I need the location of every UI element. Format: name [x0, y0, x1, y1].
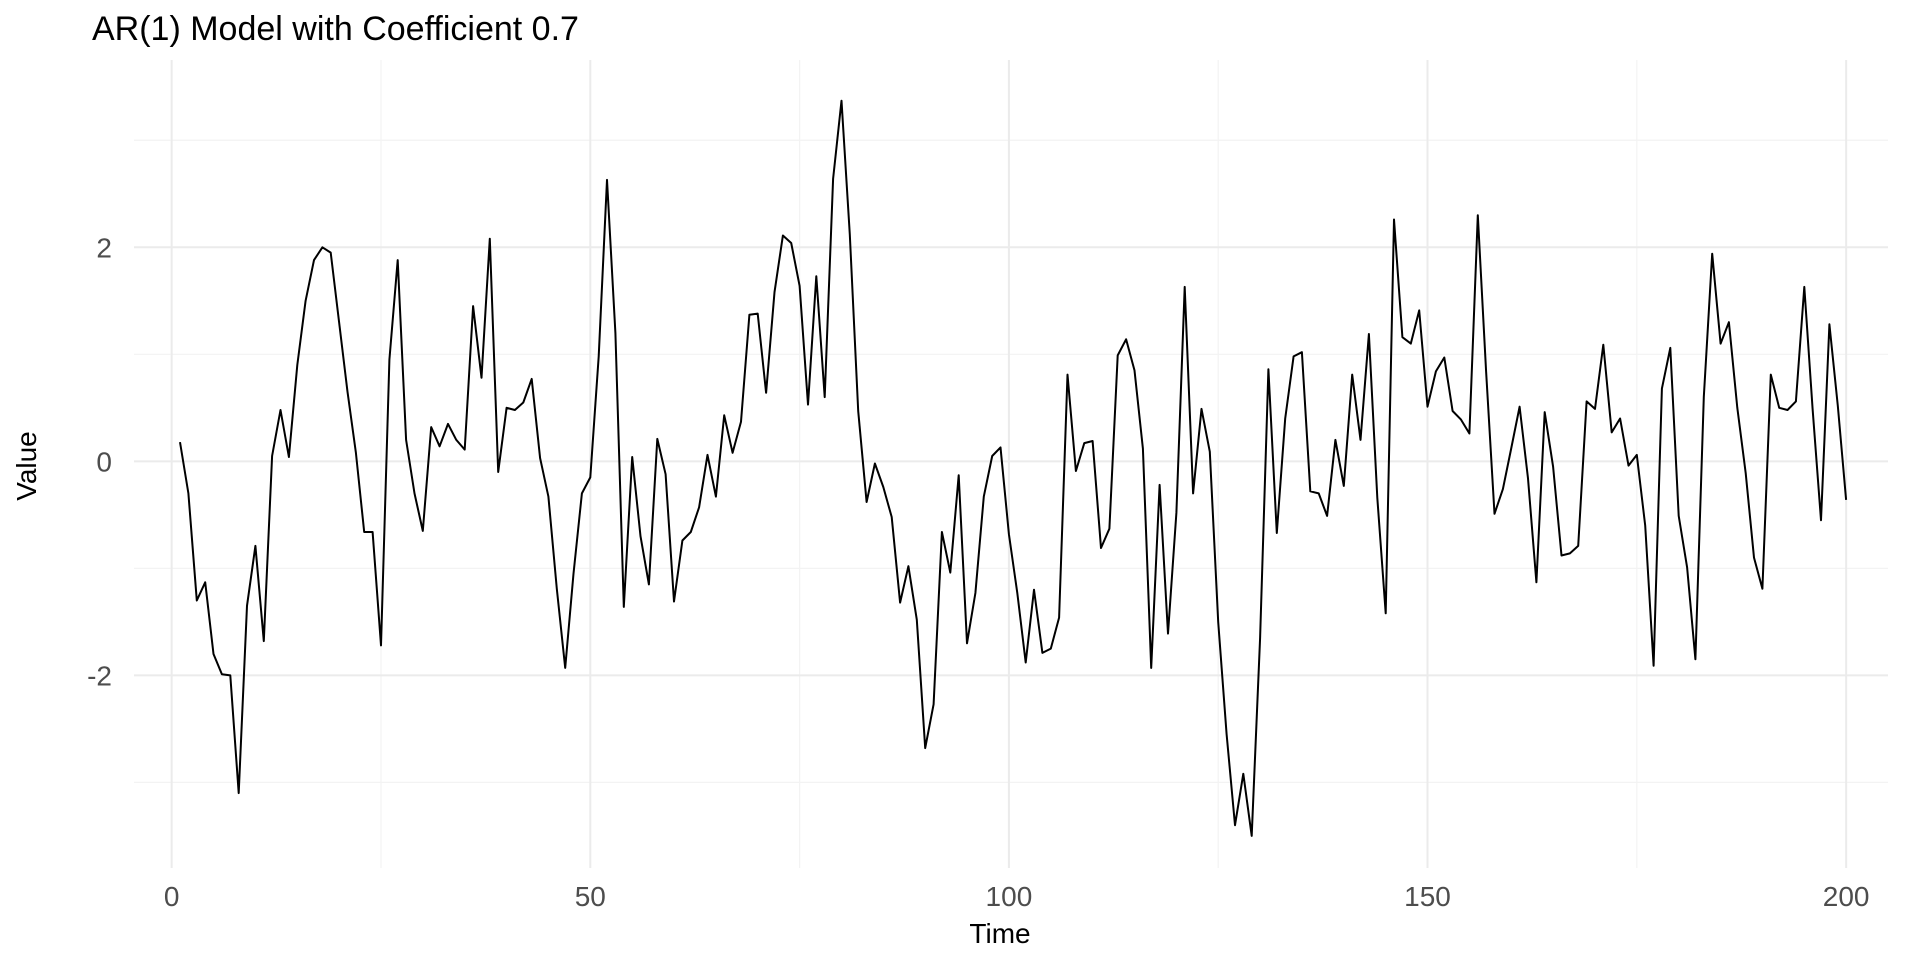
grid-lines — [134, 60, 1888, 868]
x-tick-label: 100 — [986, 881, 1033, 912]
series-layer — [179, 99, 1848, 837]
x-tick-label: 200 — [1823, 881, 1870, 912]
y-tick-label: 2 — [96, 232, 112, 263]
series-line — [179, 99, 1848, 837]
x-axis-label: Time — [969, 918, 1030, 949]
tick-labels: 0 50 100 150 200 -2 0 2 — [87, 232, 1869, 912]
y-tick-label: 0 — [96, 446, 112, 477]
y-tick-label: -2 — [87, 660, 112, 691]
x-tick-label: 50 — [575, 881, 606, 912]
x-tick-label: 0 — [164, 881, 180, 912]
x-tick-label: 150 — [1404, 881, 1451, 912]
y-axis-label: Value — [11, 431, 42, 501]
chart-title: AR(1) Model with Coefficient 0.7 — [92, 10, 579, 48]
